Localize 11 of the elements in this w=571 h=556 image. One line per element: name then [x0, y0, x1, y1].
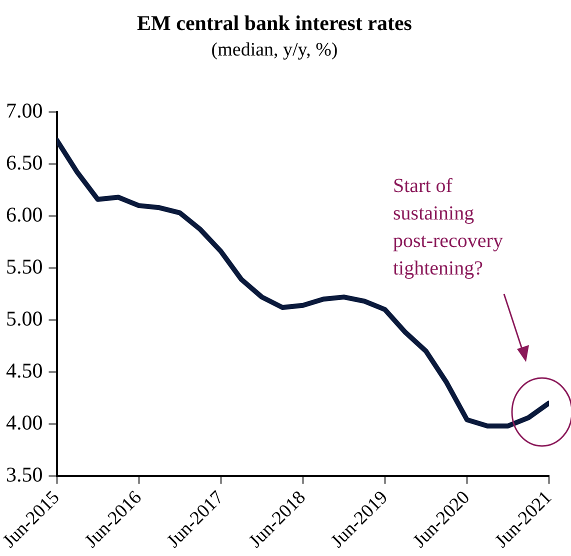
- chart-title: EM central bank interest rates: [137, 11, 412, 36]
- y-tick-label: 7.00: [6, 98, 43, 123]
- y-tick-label: 5.50: [6, 254, 43, 278]
- y-tick-label: 5.00: [6, 306, 43, 330]
- annotation: Start of sustaining post-recovery tightening?: [393, 175, 503, 280]
- y-tick-label: 4.00: [6, 410, 43, 434]
- chart-subtitle: (median, y/y, %): [211, 40, 338, 61]
- y-tick-label: 6.00: [6, 202, 43, 226]
- y-tick-label: 6.50: [6, 150, 43, 174]
- y-tick-label: 4.50: [6, 358, 43, 382]
- y-tick-label: 3.50: [6, 462, 43, 486]
